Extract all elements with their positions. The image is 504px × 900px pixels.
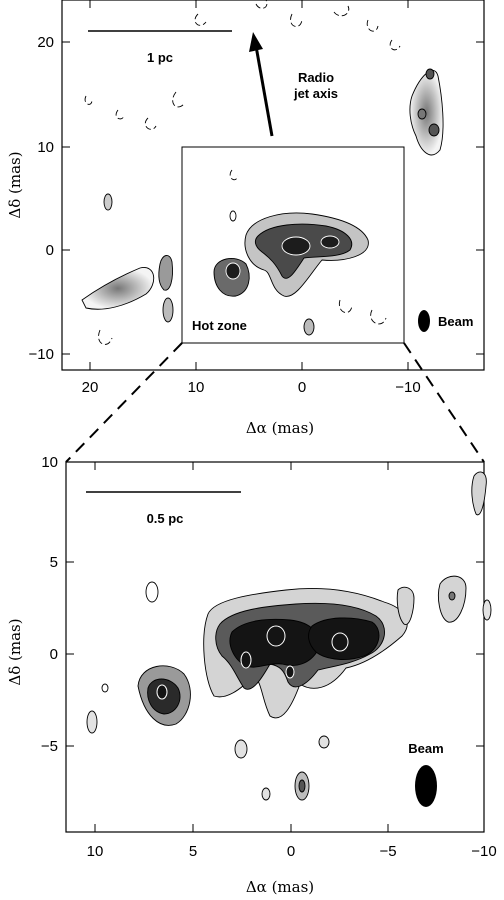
top-plot-frame xyxy=(61,0,485,371)
bottom-y-tick-10: 10 xyxy=(41,454,58,471)
top-x-tick-10: 10 xyxy=(188,379,205,396)
top-x-tick-20: 20 xyxy=(82,379,99,396)
bottom-x-tick-5: 5 xyxy=(189,843,197,860)
top-panel: 20 10 0 −10 20 10 0 −10 Δα (mas) Δδ (mas… xyxy=(6,0,485,463)
bottom-beam-label: Beam xyxy=(408,741,443,756)
top-y-axis-label: Δδ (mas) xyxy=(6,151,24,218)
top-scale-bar-label: 1 pc xyxy=(147,50,173,65)
top-x-tick-0: 0 xyxy=(298,379,306,396)
top-y-tick-0: 0 xyxy=(46,242,54,259)
top-beam-ellipse xyxy=(418,310,430,332)
bottom-emission-contours xyxy=(86,471,492,801)
jet-axis-arrow xyxy=(249,32,274,137)
bottom-y-tick-5: 5 xyxy=(50,554,58,571)
bottom-beam-ellipse xyxy=(415,765,437,807)
hot-zone-box xyxy=(181,146,405,344)
top-y-tick-minus10: −10 xyxy=(29,346,54,363)
top-beam-label: Beam xyxy=(438,314,473,329)
bottom-tick-marks xyxy=(66,462,484,832)
top-emission-contours xyxy=(81,68,444,336)
zoom-connector-right xyxy=(403,342,485,463)
bottom-y-axis-label: Δδ (mas) xyxy=(6,618,24,685)
bottom-scale-bar-label: 0.5 pc xyxy=(147,511,184,526)
bottom-x-tick-minus10: −10 xyxy=(471,843,496,860)
zoom-connector-left xyxy=(65,342,183,463)
hot-zone-label: Hot zone xyxy=(192,318,247,333)
bottom-x-axis-label: Δα (mas) xyxy=(246,878,314,896)
bottom-x-tick-0: 0 xyxy=(287,843,295,860)
top-y-tick-20: 20 xyxy=(37,34,54,51)
top-y-tick-10: 10 xyxy=(37,139,54,156)
top-x-axis-label: Δα (mas) xyxy=(246,419,314,437)
jet-axis-label-line2: jet axis xyxy=(293,86,338,101)
top-x-tick-minus10: −10 xyxy=(395,379,420,396)
bottom-x-tick-10: 10 xyxy=(87,843,104,860)
jet-axis-label-line1: Radio xyxy=(298,70,334,85)
bottom-x-tick-minus5: −5 xyxy=(379,843,396,860)
top-negative-contours xyxy=(84,0,401,345)
bottom-panel: 10 5 0 −5 −10 10 5 0 −5 Δα (mas) Δδ (mas… xyxy=(6,454,497,896)
top-tick-marks xyxy=(62,0,484,370)
bottom-plot-frame xyxy=(65,461,485,833)
bottom-y-tick-minus5: −5 xyxy=(41,738,58,755)
bottom-y-tick-0: 0 xyxy=(50,646,58,663)
